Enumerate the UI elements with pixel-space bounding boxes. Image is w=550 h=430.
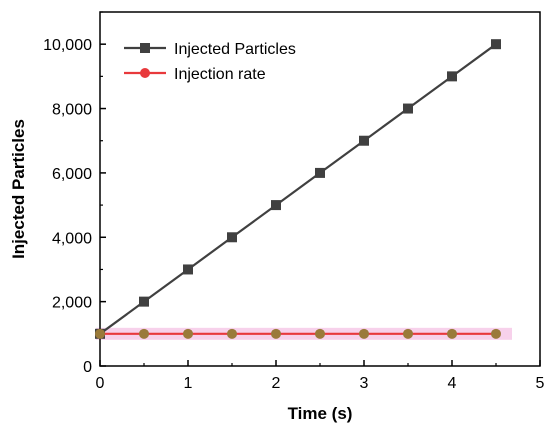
x-axis-title: Time (s) xyxy=(288,404,353,423)
y-tick-label: 0 xyxy=(83,359,92,376)
y-tick-label: 6,000 xyxy=(52,166,92,183)
legend-label: Injected Particles xyxy=(174,41,296,58)
data-point-square xyxy=(403,103,413,114)
y-tick-label: 8,000 xyxy=(52,102,92,119)
data-point-circle xyxy=(403,328,413,339)
data-point-square xyxy=(491,39,501,50)
x-tick-label: 2 xyxy=(272,375,281,392)
legend: Injected Particles Injection rate xyxy=(124,41,296,83)
series-layer xyxy=(95,39,501,339)
data-point-circle xyxy=(315,328,325,339)
data-point-circle xyxy=(183,328,193,339)
data-point-circle xyxy=(139,328,149,339)
data-point-circle xyxy=(491,328,501,339)
x-tick-label: 0 xyxy=(96,375,105,392)
data-point-circle xyxy=(359,328,369,339)
data-point-circle xyxy=(227,328,237,339)
y-axis-title: Injected Particles xyxy=(9,119,28,259)
data-point-circle xyxy=(271,328,281,339)
legend-swatch-circle xyxy=(140,68,150,78)
axis-ticks-layer: 0 1 2 3 4 5 0 2,000 4,000 6,000 8,000 10,000 xyxy=(43,11,545,392)
data-point-circle xyxy=(95,328,105,339)
y-tick-label: 10,000 xyxy=(43,37,92,54)
data-point-square xyxy=(359,135,369,146)
data-point-square xyxy=(447,71,457,82)
data-point-square xyxy=(183,264,193,275)
x-tick-label: 3 xyxy=(360,375,369,392)
x-tick-label: 4 xyxy=(448,375,457,392)
data-point-square xyxy=(315,167,325,178)
x-tick-label: 5 xyxy=(536,375,545,392)
data-point-circle xyxy=(447,328,457,339)
data-point-square xyxy=(227,232,237,243)
data-point-square xyxy=(271,200,281,211)
series-line-0 xyxy=(99,43,497,335)
y-tick-label: 4,000 xyxy=(52,230,92,247)
legend-label: Injection rate xyxy=(174,66,266,83)
plot-frame xyxy=(99,11,541,367)
x-tick-label: 1 xyxy=(184,375,193,392)
legend-swatch-square xyxy=(140,43,150,53)
data-point-square xyxy=(139,296,149,307)
y-tick-label: 2,000 xyxy=(52,295,92,312)
